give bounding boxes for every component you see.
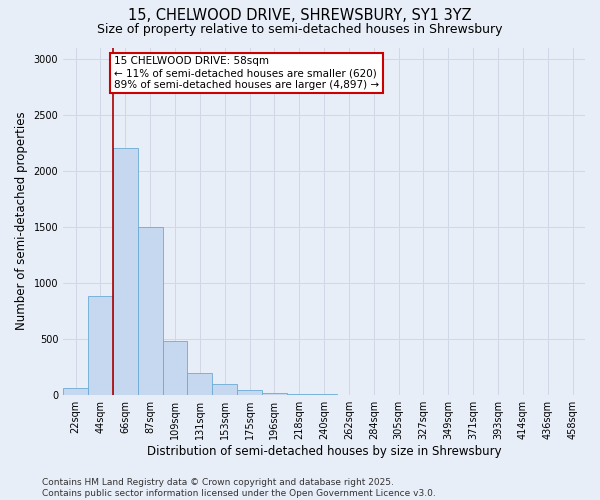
Text: 15, CHELWOOD DRIVE, SHREWSBURY, SY1 3YZ: 15, CHELWOOD DRIVE, SHREWSBURY, SY1 3YZ	[128, 8, 472, 22]
X-axis label: Distribution of semi-detached houses by size in Shrewsbury: Distribution of semi-detached houses by …	[147, 444, 502, 458]
Bar	[88, 296, 113, 394]
Text: Size of property relative to semi-detached houses in Shrewsbury: Size of property relative to semi-detach…	[97, 22, 503, 36]
Bar	[113, 148, 138, 394]
Bar	[212, 384, 237, 394]
Y-axis label: Number of semi-detached properties: Number of semi-detached properties	[15, 112, 28, 330]
Text: 15 CHELWOOD DRIVE: 58sqm
← 11% of semi-detached houses are smaller (620)
89% of : 15 CHELWOOD DRIVE: 58sqm ← 11% of semi-d…	[114, 56, 379, 90]
Bar	[138, 226, 163, 394]
Bar	[237, 390, 262, 394]
Text: Contains HM Land Registry data © Crown copyright and database right 2025.
Contai: Contains HM Land Registry data © Crown c…	[42, 478, 436, 498]
Bar	[63, 388, 88, 394]
Bar	[187, 373, 212, 394]
Bar	[163, 341, 187, 394]
Bar	[262, 393, 287, 394]
